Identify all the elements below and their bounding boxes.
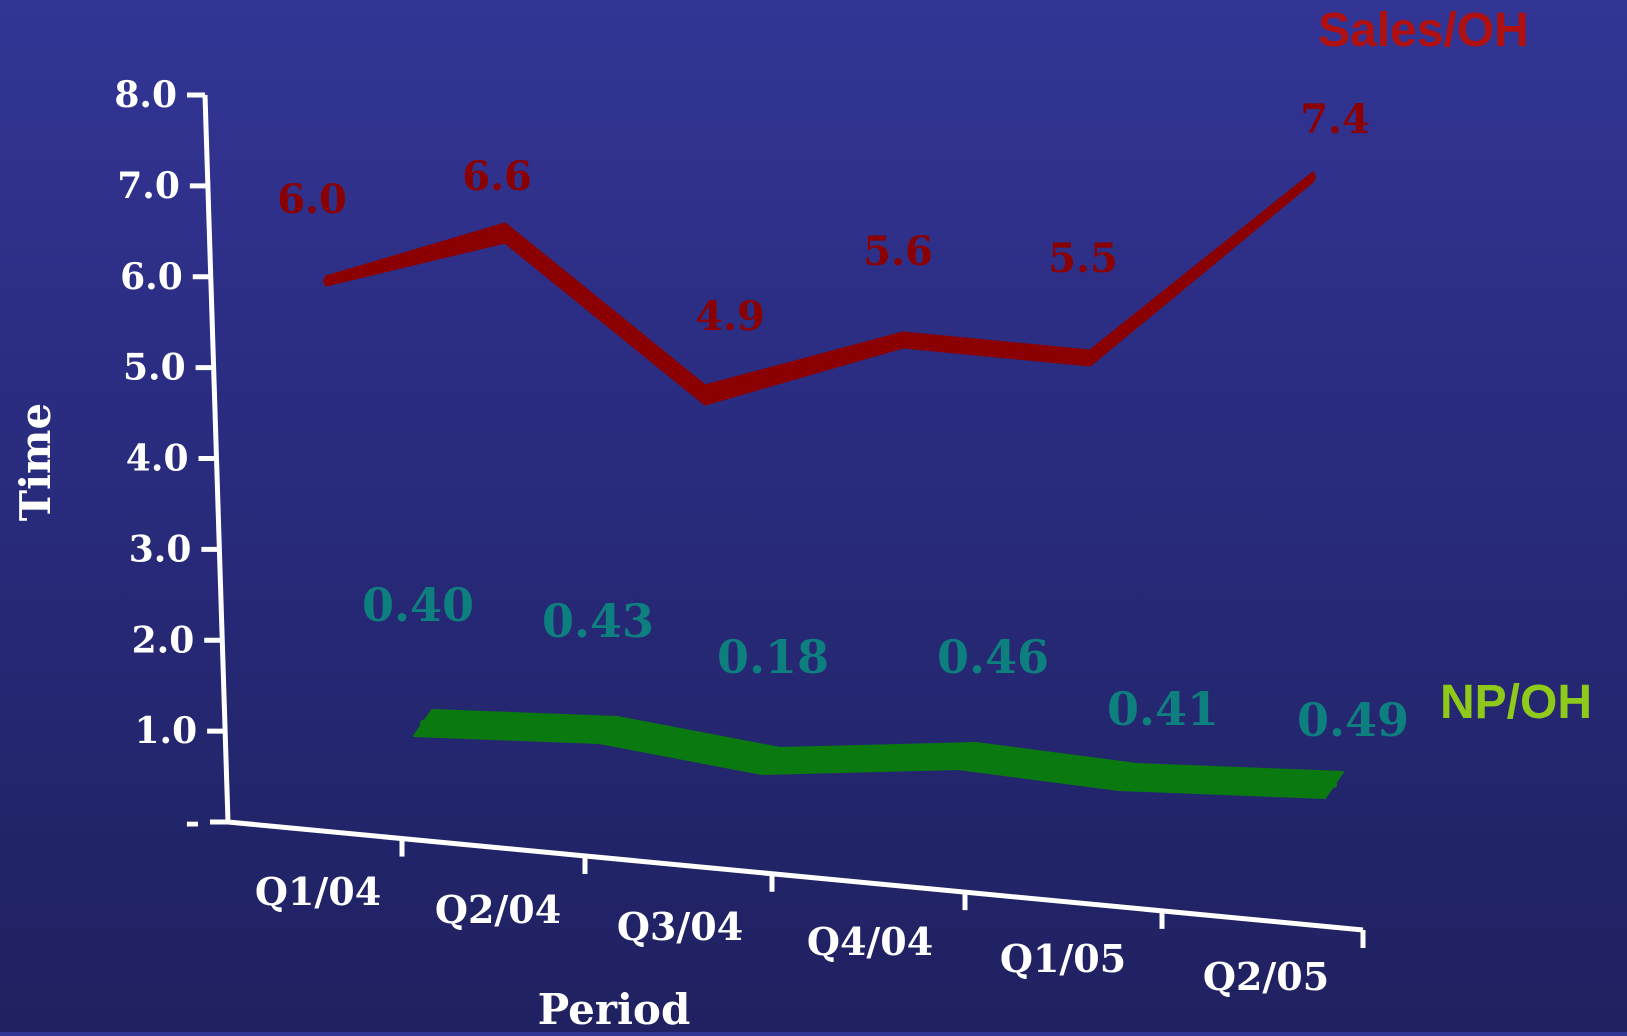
x-tick-label: Q1/04 [255, 869, 381, 914]
series-layer [323, 171, 1344, 799]
np-oh-data-label: 0.46 [937, 630, 1049, 684]
y-tick-label: 7.0 [117, 165, 180, 207]
sales-oh-data-label: 4.9 [695, 293, 765, 340]
y-tick-label: 6.0 [120, 256, 183, 298]
np-oh-point [605, 727, 611, 733]
x-tick-label: Q2/05 [1203, 954, 1329, 999]
np-oh-point [964, 753, 970, 759]
sales-oh-point [1087, 355, 1093, 361]
legend-np-oh: NP/OH [1440, 676, 1592, 729]
sales-oh-data-label: 7.4 [1300, 96, 1370, 143]
sales-oh-data-label: 6.6 [462, 153, 532, 200]
sales-oh-data-label: 5.6 [863, 228, 933, 275]
np-oh-data-label: 0.41 [1107, 682, 1219, 736]
sales-oh-point [502, 230, 508, 236]
y-tick-label: 1.0 [134, 710, 197, 752]
np-oh-data-label: 0.43 [542, 594, 654, 648]
x-tick-label: Q4/04 [807, 919, 933, 964]
y-tick-label: 8.0 [114, 74, 177, 116]
series-sales-oh-line [324, 171, 1315, 406]
y-tick-label: 4.0 [126, 438, 189, 480]
np-oh-point [1125, 774, 1131, 780]
x-axis-line [227, 819, 1364, 933]
sales-oh-point [702, 392, 708, 398]
y-axis-label: Time [11, 403, 60, 521]
series-np-oh-line [413, 709, 1344, 799]
sales-oh-data-label: 6.0 [277, 176, 347, 223]
x-tick-label: Q1/05 [1000, 936, 1126, 981]
np-oh-data-label: 0.18 [717, 630, 829, 684]
x-tick-label: Q2/04 [435, 887, 561, 932]
y-tick-label: 2.0 [132, 619, 195, 661]
y-tick-label: 5.0 [123, 347, 186, 389]
np-oh-point [420, 720, 426, 726]
sales-oh-point [900, 337, 906, 343]
np-oh-point [768, 758, 774, 764]
y-tick-label: - [185, 801, 200, 843]
np-oh-point [1331, 782, 1337, 788]
label-layer: 6.0 6.6 4.9 5.6 5.5 7.4 0.40 0.43 0.18 0.46 0.41 0.… [277, 96, 1409, 747]
y-tick-label: 3.0 [129, 528, 192, 570]
axis-layer: 8.0 7.0 6.0 5.0 4.0 3.0 2.0 1.0 - Q1/04 Q2/04 Q3/04… [114, 74, 1366, 999]
x-axis-label: Period [538, 985, 691, 1032]
np-oh-data-label: 0.49 [1297, 693, 1409, 747]
sales-oh-data-label: 5.5 [1048, 235, 1118, 282]
sales-oh-point [323, 278, 329, 284]
np-oh-data-label: 0.40 [362, 578, 474, 632]
legend-sales-oh: Sales/OH [1318, 4, 1529, 57]
sales-oh-point [1310, 174, 1316, 180]
x-tick-label: Q3/04 [617, 904, 743, 949]
